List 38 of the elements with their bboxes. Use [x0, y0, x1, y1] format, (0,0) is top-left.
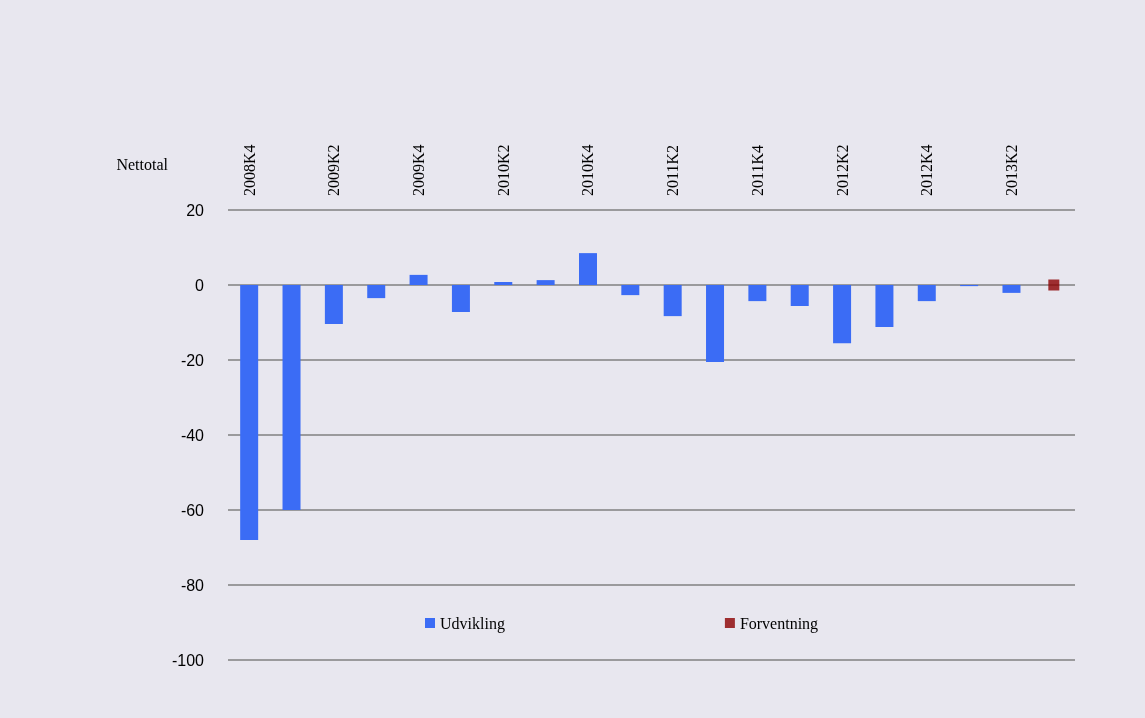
x-tick-label: 2008K4 — [240, 144, 258, 196]
bar — [578, 253, 597, 285]
bar — [367, 285, 386, 299]
bar — [663, 285, 682, 317]
x-tick-label: 2009K2 — [325, 144, 343, 196]
bar — [324, 285, 343, 324]
x-tick-label: 2012K4 — [918, 144, 936, 196]
bar — [875, 285, 894, 327]
y-tick-label: -80 — [180, 576, 205, 594]
bar — [240, 285, 259, 540]
x-tick-label: 2009K4 — [410, 144, 428, 196]
bar — [409, 274, 428, 285]
x-tick-label: 2012K2 — [833, 144, 851, 196]
x-tick-label: 2011K2 — [664, 145, 682, 196]
bar — [706, 285, 725, 362]
y-tick-label: 20 — [186, 201, 205, 219]
x-tick-label: 2010K2 — [494, 144, 512, 196]
bar — [917, 285, 936, 302]
bar — [621, 285, 640, 296]
x-tick-label: 2013K2 — [1002, 144, 1020, 196]
x-tick-label: 2011K4 — [748, 145, 766, 196]
legend-label: Forventning — [739, 614, 819, 633]
legend-label: Udvikling — [440, 614, 505, 633]
y-tick-label: -100 — [171, 651, 205, 669]
y-tick-label: -20 — [180, 351, 205, 369]
bar — [536, 280, 555, 285]
y-axis-title: Nettotal — [116, 155, 169, 173]
y-tick-label: -60 — [180, 501, 205, 519]
bar — [282, 285, 301, 510]
bar — [833, 285, 852, 344]
bar — [1002, 285, 1021, 293]
bar — [494, 282, 513, 285]
y-tick-label: 0 — [195, 276, 205, 294]
bar — [790, 285, 809, 306]
bar — [451, 285, 470, 312]
y-tick-label: -40 — [180, 426, 205, 444]
x-tick-label: 2010K4 — [579, 144, 597, 196]
bar — [748, 285, 767, 302]
